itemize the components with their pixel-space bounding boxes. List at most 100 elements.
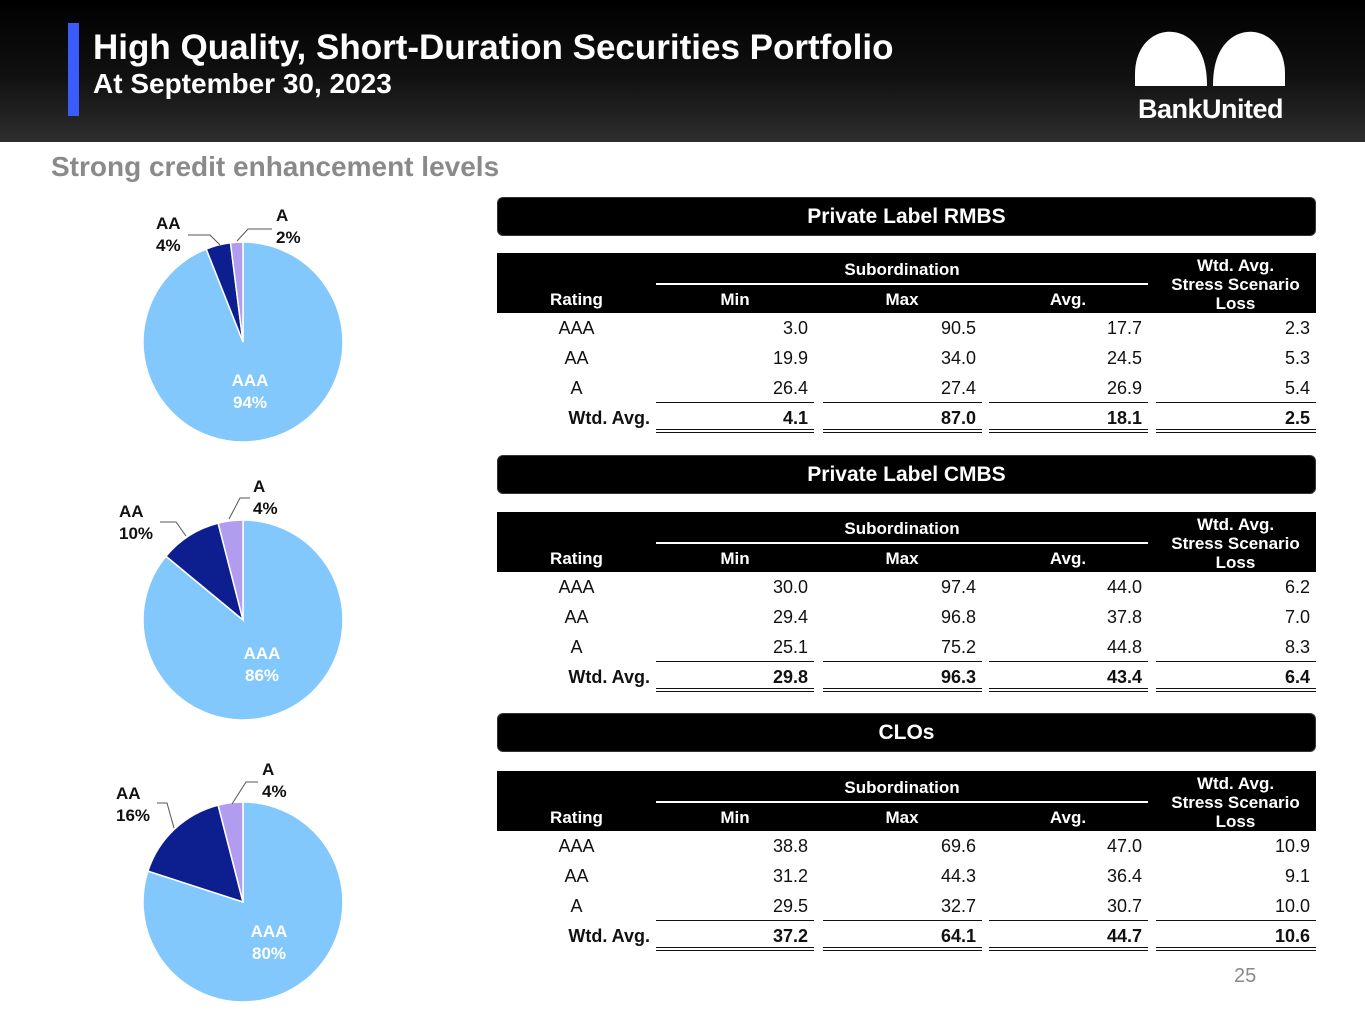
cell-max: 32.7 bbox=[823, 891, 982, 921]
cell-loss: 10.0 bbox=[1156, 891, 1316, 921]
pie-label-aa: AA 4% bbox=[156, 214, 181, 255]
cell-rating: Wtd. Avg. bbox=[568, 408, 650, 428]
cell-min: 25.1 bbox=[656, 632, 814, 662]
cell-loss: 2.5 bbox=[1156, 403, 1316, 433]
header-divider bbox=[656, 542, 1148, 544]
table-cmbs: Subordination Rating Min Max Avg. Wtd. A… bbox=[497, 512, 1316, 692]
cell-loss: 5.4 bbox=[1156, 373, 1316, 403]
pie-label-aaa: AAA 80% bbox=[250, 922, 288, 963]
cell-avg: 43.4 bbox=[989, 662, 1148, 692]
table-total-row: Wtd. Avg. 4.1 87.0 18.1 2.5 bbox=[497, 403, 1316, 433]
cell-loss: 6.2 bbox=[1284, 577, 1310, 597]
cell-min: 31.2 bbox=[772, 866, 808, 886]
header-stress-loss: Wtd. Avg. Stress Scenario Loss bbox=[1171, 774, 1300, 831]
leader-line-a bbox=[228, 497, 250, 520]
cell-avg: 26.9 bbox=[989, 373, 1148, 403]
header-stress-loss: Wtd. Avg. Stress Scenario Loss bbox=[1171, 256, 1300, 313]
header-min: Min bbox=[720, 290, 750, 309]
table-title-clos: CLOs bbox=[497, 713, 1316, 752]
cell-rating: Wtd. Avg. bbox=[568, 667, 650, 687]
cell-rating: AAA bbox=[558, 577, 595, 597]
header-divider bbox=[656, 283, 1148, 285]
cell-max: 97.4 bbox=[940, 577, 976, 597]
pie-slice-a bbox=[217, 801, 244, 903]
cell-rating: A bbox=[570, 378, 583, 398]
cell-rating: AAA bbox=[558, 836, 595, 856]
cell-max: 75.2 bbox=[823, 632, 982, 662]
header-subordination: Subordination bbox=[844, 260, 960, 279]
cell-loss: 2.3 bbox=[1284, 318, 1310, 338]
cell-loss: 7.0 bbox=[1284, 607, 1310, 627]
cell-max: 96.3 bbox=[823, 662, 982, 692]
pie-slices-clos bbox=[142, 801, 344, 1003]
table-rmbs: Subordination Rating Min Max Avg. Wtd. A… bbox=[497, 253, 1316, 433]
table-row: A 25.1 75.2 44.8 8.3 bbox=[497, 632, 1316, 662]
header-min: Min bbox=[720, 549, 750, 568]
cell-min: 29.8 bbox=[656, 662, 814, 692]
cell-avg: 37.8 bbox=[1106, 607, 1142, 627]
cell-loss: 10.6 bbox=[1156, 921, 1316, 951]
pie-slice-a bbox=[229, 241, 244, 343]
pie-slices-cmbs bbox=[142, 519, 344, 721]
cell-loss: 10.9 bbox=[1274, 836, 1310, 856]
pie-slice-aa bbox=[146, 804, 245, 904]
header-stress-loss: Wtd. Avg. Stress Scenario Loss bbox=[1171, 515, 1300, 572]
cell-max: 64.1 bbox=[823, 921, 982, 951]
table-row: AAA 30.0 97.4 44.0 6.2 bbox=[497, 572, 1316, 602]
header-divider bbox=[656, 801, 1148, 803]
logo-wordmark: BankUnited bbox=[1137, 94, 1284, 124]
pie-label-aa: AA 16% bbox=[116, 784, 151, 825]
leader-line-aa bbox=[157, 802, 175, 829]
leader-line-a bbox=[231, 781, 258, 805]
cell-rating: AAA bbox=[558, 318, 595, 338]
page-title: High Quality, Short-Duration Securities … bbox=[93, 28, 894, 67]
table-row: AA 31.2 44.3 36.4 9.1 bbox=[497, 861, 1316, 891]
header-avg: Avg. bbox=[1049, 549, 1087, 568]
cell-max: 69.6 bbox=[940, 836, 976, 856]
header-max: Max bbox=[885, 549, 919, 568]
pie-label-a: A 4% bbox=[262, 760, 287, 801]
pie-label-aaa: AAA 94% bbox=[231, 371, 269, 412]
table-title-rmbs: Private Label RMBS bbox=[497, 197, 1316, 236]
header-max: Max bbox=[885, 808, 919, 827]
pie-label-aa: AA 10% bbox=[119, 502, 154, 543]
cell-loss: 6.4 bbox=[1156, 662, 1316, 692]
cell-max: 87.0 bbox=[823, 403, 982, 433]
header-banner: High Quality, Short-Duration Securities … bbox=[0, 0, 1365, 142]
page-number: 25 bbox=[1234, 965, 1257, 987]
table-row: A 26.4 27.4 26.9 5.4 bbox=[497, 373, 1316, 403]
pie-label-aaa: AAA 86% bbox=[243, 644, 281, 685]
cell-loss: 9.1 bbox=[1284, 866, 1310, 886]
table-row: AA 29.4 96.8 37.8 7.0 bbox=[497, 602, 1316, 632]
table-title-cmbs: Private Label CMBS bbox=[497, 455, 1316, 494]
cell-avg: 44.7 bbox=[989, 921, 1148, 951]
cell-rating: AA bbox=[564, 348, 589, 368]
table-row: AA 19.9 34.0 24.5 5.3 bbox=[497, 343, 1316, 373]
header-min: Min bbox=[720, 808, 750, 827]
cell-min: 3.0 bbox=[782, 318, 808, 338]
cell-loss: 8.3 bbox=[1156, 632, 1316, 662]
pie-slices-rmbs bbox=[142, 241, 344, 443]
pie-svg-clos bbox=[142, 781, 344, 1003]
header-subordination: Subordination bbox=[844, 778, 960, 797]
pie-svg-rmbs bbox=[142, 228, 344, 443]
leader-line-aa bbox=[188, 234, 221, 246]
cell-min: 19.9 bbox=[772, 348, 808, 368]
cell-min: 30.0 bbox=[772, 577, 808, 597]
cell-avg: 44.8 bbox=[989, 632, 1148, 662]
table-header: Subordination Rating Min Max Avg. Wtd. A… bbox=[497, 512, 1316, 572]
leader-line-aa bbox=[160, 521, 187, 537]
table-total-row: Wtd. Avg. 37.2 64.1 44.7 10.6 bbox=[497, 921, 1316, 951]
cell-min: 4.1 bbox=[656, 403, 814, 433]
cell-min: 38.8 bbox=[772, 836, 808, 856]
header-subordination: Subordination bbox=[844, 519, 960, 538]
leader-line-a bbox=[236, 228, 272, 242]
pie-svg-cmbs bbox=[142, 497, 344, 721]
cell-rating: A bbox=[570, 637, 583, 657]
pie-label-a: A 2% bbox=[276, 206, 301, 247]
cell-avg: 36.4 bbox=[1106, 866, 1142, 886]
cell-max: 34.0 bbox=[940, 348, 976, 368]
cell-avg: 47.0 bbox=[1106, 836, 1142, 856]
bankunited-logo: BankUnited bbox=[1128, 20, 1293, 130]
cell-min: 26.4 bbox=[656, 373, 814, 403]
